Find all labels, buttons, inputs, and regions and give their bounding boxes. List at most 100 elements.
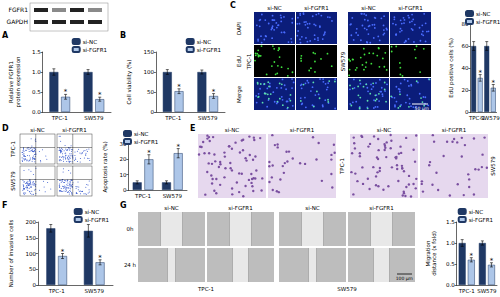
svg-text:SW579: SW579 [198, 115, 218, 121]
svg-text:50 μm: 50 μm [415, 106, 429, 111]
svg-text:TPC-1: TPC-1 [51, 115, 68, 121]
svg-text:100: 100 [25, 251, 36, 257]
svg-text:0.0: 0.0 [446, 282, 455, 288]
svg-text:20: 20 [461, 87, 468, 93]
svg-text:TPC-1: TPC-1 [48, 288, 65, 294]
svg-text:0: 0 [150, 109, 154, 115]
svg-text:F: F [2, 201, 7, 210]
svg-text:si-FGFR1: si-FGFR1 [134, 139, 158, 145]
svg-text:TPC-1: TPC-1 [134, 193, 151, 199]
svg-text:0: 0 [32, 282, 36, 288]
svg-text:A: A [2, 31, 9, 40]
svg-text:si-FGFR1: si-FGFR1 [197, 47, 221, 53]
svg-text:50: 50 [29, 266, 36, 272]
svg-text:10: 10 [119, 172, 126, 178]
svg-text:0h: 0h [127, 226, 134, 232]
svg-text:TPC-1: TPC-1 [164, 115, 181, 121]
svg-text:si-FGFR1: si-FGFR1 [398, 5, 422, 11]
svg-text:SW579: SW579 [337, 286, 357, 292]
svg-text:SW579: SW579 [490, 156, 496, 176]
svg-text:*: * [492, 79, 496, 87]
svg-text:24 h: 24 h [124, 262, 137, 268]
svg-text:si-FGFR1: si-FGFR1 [83, 47, 107, 53]
svg-text:*: * [98, 254, 102, 262]
svg-text:Cell viability (%): Cell viability (%) [126, 60, 133, 105]
svg-text:si-NC: si-NC [197, 39, 211, 45]
svg-text:40: 40 [461, 65, 468, 71]
svg-text:si-NC: si-NC [377, 127, 391, 133]
svg-text:EdU: EdU [236, 56, 242, 67]
svg-text:*: * [490, 257, 494, 265]
svg-text:200: 200 [25, 219, 36, 225]
svg-text:*: * [212, 88, 216, 96]
svg-text:si-FGFR1: si-FGFR1 [476, 19, 500, 25]
svg-text:SW579: SW579 [480, 115, 500, 121]
svg-text:SW579: SW579 [340, 51, 346, 71]
svg-text:si-NC: si-NC [134, 131, 148, 137]
svg-text:SW579: SW579 [85, 288, 105, 294]
svg-text:TPC-1: TPC-1 [197, 286, 214, 292]
svg-text:B: B [120, 31, 126, 40]
svg-text:si-NC: si-NC [476, 11, 490, 17]
svg-text:100 μm: 100 μm [396, 276, 413, 281]
svg-text:50: 50 [147, 89, 154, 95]
svg-text:TPC-1: TPC-1 [458, 288, 475, 294]
svg-text:0.5: 0.5 [32, 89, 41, 95]
svg-text:si-FGFR1: si-FGFR1 [369, 205, 393, 211]
svg-text:D: D [2, 124, 9, 133]
svg-text:1.5: 1.5 [446, 219, 455, 225]
svg-text:*: * [470, 252, 474, 260]
svg-text:TPC-1: TPC-1 [339, 158, 345, 175]
svg-text:TPC-1: TPC-1 [10, 141, 16, 158]
svg-text:protein expression: protein expression [15, 56, 22, 107]
svg-text:si-NC: si-NC [30, 127, 44, 133]
svg-text:0.5: 0.5 [446, 261, 455, 267]
svg-text:C: C [230, 1, 236, 10]
svg-text:si-FGFR1: si-FGFR1 [228, 205, 252, 211]
svg-text:1.0: 1.0 [32, 69, 41, 75]
svg-text:*: * [64, 88, 68, 96]
svg-text:si-NC: si-NC [83, 39, 97, 45]
svg-text:si-FGFR1: si-FGFR1 [469, 217, 493, 223]
svg-text:SW579: SW579 [163, 193, 183, 199]
svg-text:TPC-1: TPC-1 [246, 53, 252, 70]
svg-text:si-NC: si-NC [85, 209, 99, 215]
svg-text:SW579: SW579 [10, 171, 16, 191]
svg-text:FGFR1: FGFR1 [8, 6, 28, 13]
svg-text:100: 100 [143, 69, 154, 75]
svg-text:EdU positive cells (%): EdU positive cells (%) [448, 38, 455, 98]
svg-text:si-FGFR1: si-FGFR1 [304, 5, 328, 11]
svg-text:*: * [176, 143, 180, 151]
svg-text:si-NC: si-NC [267, 5, 281, 11]
svg-text:*: * [177, 83, 181, 91]
svg-text:Merge: Merge [236, 85, 243, 103]
svg-text:distance (x fold): distance (x fold) [431, 231, 437, 276]
svg-text:Number of invasive cells: Number of invasive cells [8, 220, 14, 288]
svg-text:*: * [478, 69, 482, 77]
svg-text:60: 60 [461, 43, 468, 49]
svg-text:Apoptosis rate (%): Apoptosis rate (%) [102, 141, 109, 192]
svg-text:E: E [190, 124, 195, 133]
svg-text:si-FGFR1: si-FGFR1 [442, 127, 466, 133]
svg-text:20: 20 [119, 156, 126, 162]
svg-text:1.0: 1.0 [446, 240, 455, 246]
svg-text:Relative FGFR1: Relative FGFR1 [8, 61, 14, 103]
svg-text:si-NC: si-NC [305, 205, 319, 211]
svg-text:si-FGFR1: si-FGFR1 [290, 127, 314, 133]
svg-text:1.5: 1.5 [32, 49, 41, 55]
svg-text:SW579: SW579 [477, 288, 497, 294]
svg-text:150: 150 [25, 235, 36, 241]
svg-text:si-NC: si-NC [469, 209, 483, 215]
svg-text:si-FGFR1: si-FGFR1 [62, 127, 86, 133]
svg-text:DAPI: DAPI [236, 22, 242, 35]
svg-text:si-NC: si-NC [225, 127, 239, 133]
svg-text:si-NC: si-NC [164, 205, 178, 211]
svg-text:0.0: 0.0 [32, 109, 41, 115]
svg-text:*: * [98, 91, 102, 99]
svg-text:si-FGFR1: si-FGFR1 [85, 217, 109, 223]
svg-text:*: * [61, 248, 65, 256]
svg-text:SW579: SW579 [84, 115, 104, 121]
svg-text:GAPDH: GAPDH [6, 18, 28, 25]
svg-text:150: 150 [143, 49, 154, 55]
svg-text:G: G [120, 201, 127, 210]
